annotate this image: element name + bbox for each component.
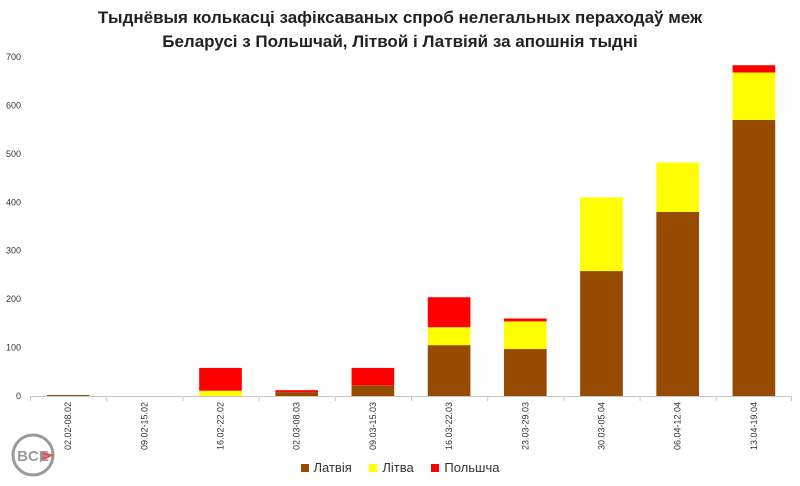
logo-accent xyxy=(40,451,54,462)
x-tick-label: 02.02-08.02 xyxy=(63,402,73,450)
legend-swatch-lithuania xyxy=(369,464,378,472)
bar-lithuania-6 xyxy=(503,321,547,350)
logo: BCE xyxy=(11,433,55,477)
bar-poland-5 xyxy=(427,297,471,328)
legend-label-poland: Польшча xyxy=(444,460,500,475)
x-tick-label: 09.03-15.03 xyxy=(368,402,378,450)
y-tick-label: 700 xyxy=(6,52,21,62)
chart-title: Тыднёвыя колькасці зафіксаваных спроб не… xyxy=(0,6,800,54)
bar-latvia-9 xyxy=(732,119,776,396)
x-tick-label: 16.02-22.02 xyxy=(216,402,226,450)
y-tick-label: 400 xyxy=(6,197,21,207)
y-tick-label: 500 xyxy=(6,149,21,159)
bar-poland-4 xyxy=(351,367,395,386)
legend-item-poland: Польшча xyxy=(431,460,499,475)
y-tick-label: 100 xyxy=(6,343,21,353)
bar-latvia-8 xyxy=(656,211,700,396)
bar-lithuania-9 xyxy=(732,72,776,120)
chart-title-line-1: Тыднёвыя колькасці зафіксаваных спроб не… xyxy=(97,8,703,27)
logo-text: BCE xyxy=(17,448,49,465)
x-tick-label: 09.02-15.02 xyxy=(139,402,149,450)
bar-latvia-4 xyxy=(351,385,395,396)
legend-label-latvia: Латвія xyxy=(313,460,352,475)
bar-latvia-5 xyxy=(427,345,471,396)
bar-latvia-3 xyxy=(275,392,319,396)
x-tick-label: 02.03-08.03 xyxy=(292,402,302,450)
x-tick-label: 13.04-19.04 xyxy=(749,402,759,450)
y-tick-label: 0 xyxy=(16,391,21,401)
legend-item-lithuania: Літва xyxy=(369,460,414,475)
x-tick-label: 06.04-12.04 xyxy=(673,402,683,450)
x-tick-label: 30.03-05.04 xyxy=(597,402,607,450)
legend-swatch-latvia xyxy=(300,464,309,472)
bar-lithuania-2 xyxy=(199,390,242,396)
bar-lithuania-8 xyxy=(656,162,700,212)
legend-item-latvia: Латвія xyxy=(300,460,352,475)
y-tick-label: 600 xyxy=(6,100,21,110)
bar-lithuania-7 xyxy=(580,197,623,272)
bar-poland-9 xyxy=(732,65,776,73)
bar-poland-2 xyxy=(199,367,242,391)
bar-poland-3 xyxy=(275,390,319,393)
legend-swatch-poland xyxy=(431,464,440,472)
bar-latvia-7 xyxy=(580,271,623,396)
y-tick-label: 300 xyxy=(6,246,21,256)
bar-lithuania-5 xyxy=(427,327,471,346)
x-tick-label: 16.03-22.03 xyxy=(444,402,454,450)
legend: Латвія Літва Польшча xyxy=(0,460,800,475)
chart-title-line-2: Беларусі з Польшчай, Літвой і Латвіяй за… xyxy=(162,32,638,51)
bar-latvia-0 xyxy=(46,395,90,396)
bar-latvia-6 xyxy=(503,349,547,396)
y-tick-label: 200 xyxy=(6,294,21,304)
bar-poland-6 xyxy=(503,318,547,322)
x-tick-label: 23.03-29.03 xyxy=(520,402,530,450)
legend-label-lithuania: Літва xyxy=(382,460,414,475)
